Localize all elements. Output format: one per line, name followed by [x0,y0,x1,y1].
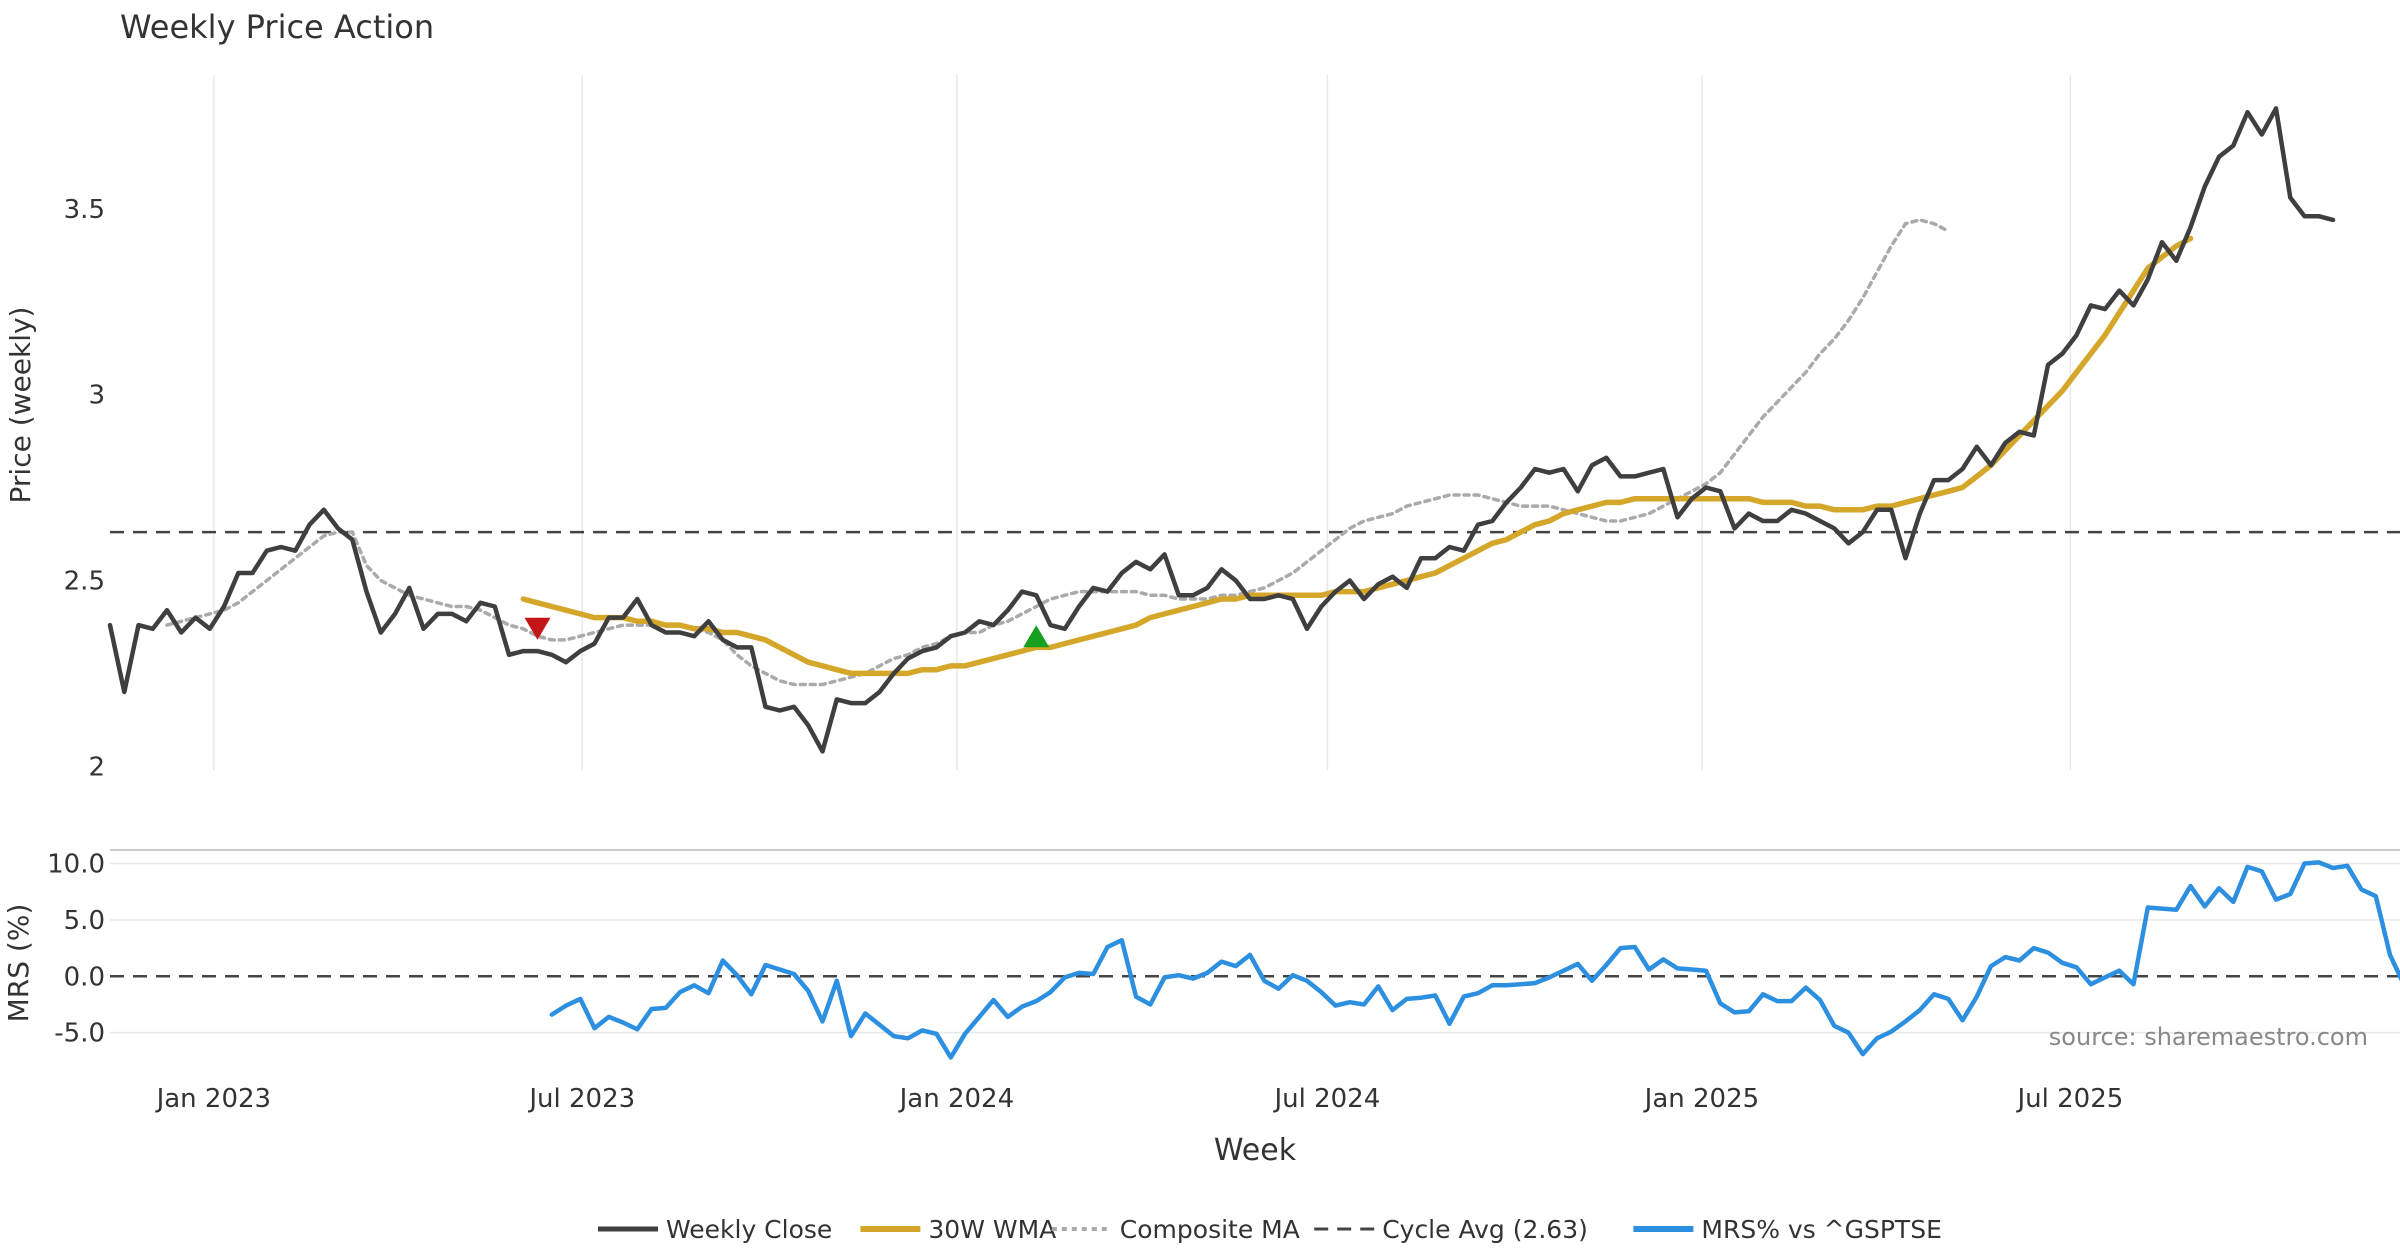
x-tick-3: Jul 2024 [1272,1084,1380,1114]
x-tick-2: Jan 2024 [898,1084,1015,1114]
legend-wma-label: 30W WMA [928,1215,1056,1244]
legend-weekly-close-label: Weekly Close [666,1215,832,1244]
signal-markers [524,617,1050,648]
price-ytick-1: 2.5 [64,566,105,596]
legend-cycle-avg-label: Cycle Avg (2.63) [1382,1215,1588,1244]
mrs-ytick-0: -5.0 [54,1019,105,1049]
price-gridlines [213,75,2072,770]
price-y-tick-labels: 2 2.5 3 3.5 [64,195,105,782]
legend-mrs-label: MRS% vs ^GSPTSE [1701,1215,1941,1244]
price-ytick-0: 2 [88,752,105,782]
x-tick-1: Jul 2023 [527,1084,635,1114]
mrs-ytick-3: 10.0 [47,850,105,880]
mrs-y-axis-label: MRS (%) [2,904,35,1023]
price-ytick-3: 3.5 [64,195,105,225]
x-tick-5: Jul 2025 [2015,1084,2123,1114]
chart-legend: Weekly Close 30W WMA Composite MA Cycle Avg… [598,1215,1942,1244]
mrs-series-group [549,860,2400,1060]
price-y-axis-label: Price (weekly) [4,307,37,504]
mrs-y-tick-labels: -5.0 0.0 5.0 10.0 [47,850,105,1049]
x-axis-label: Week [1214,1133,1297,1168]
composite-ma-line [165,218,1951,687]
x-tick-0: Jan 2023 [155,1084,272,1114]
mrs-line [549,860,2400,1060]
chart-title: Weekly Price Action [120,8,434,46]
weekly-close-line [107,106,2336,754]
buy-signal-marker-1 [1023,625,1050,648]
x-tick-4: Jan 2025 [1643,1084,1760,1114]
wma-30w-line [520,235,2194,677]
mrs-ytick-1: 0.0 [64,962,105,992]
sell-signal-marker-0 [524,617,551,640]
mrs-ytick-2: 5.0 [64,906,105,936]
x-tick-labels: Jan 2023 Jul 2023 Jan 2024 Jul 2024 Jan 2025… [155,1084,2124,1114]
mrs-gridlines [110,849,2400,1034]
price-series-group [107,106,2336,754]
source-credit: source: sharemaestro.com [2049,1023,2368,1051]
price-ytick-2: 3 [88,381,105,411]
legend-composite-ma-label: Composite MA [1120,1215,1300,1244]
